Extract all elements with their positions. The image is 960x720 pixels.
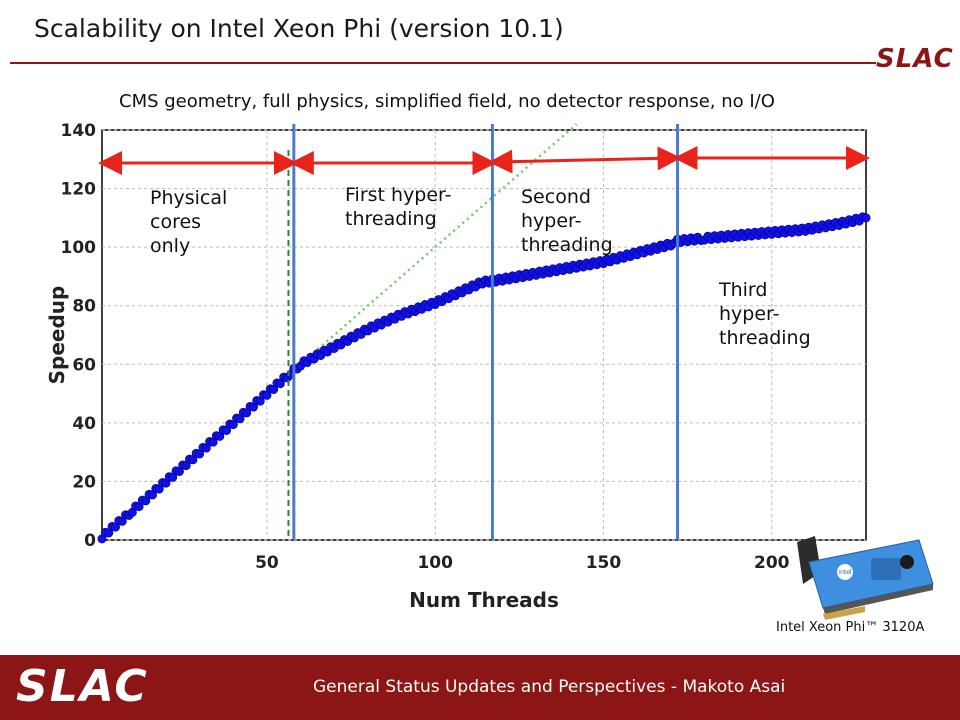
speedup-series bbox=[97, 212, 871, 544]
y-tick-label: 60 bbox=[72, 355, 96, 375]
y-tick-label: 20 bbox=[72, 472, 96, 492]
region-label-line: threading bbox=[521, 234, 613, 256]
y-tick-label: 80 bbox=[72, 297, 96, 317]
region-label-line: only bbox=[150, 235, 190, 257]
y-tick-label: 100 bbox=[61, 238, 97, 258]
region-arrows bbox=[98, 146, 870, 175]
region-label-line: First hyper- bbox=[345, 184, 452, 206]
speedup-chart: 0 20 40 60 80 100 120 140 50 100 150 200 Physical c… bbox=[45, 121, 871, 612]
y-axis-label: Speedup bbox=[45, 286, 69, 385]
plot-background bbox=[101, 129, 867, 541]
data-point bbox=[861, 213, 871, 223]
region-arrow bbox=[488, 146, 682, 174]
svg-text:intel: intel bbox=[838, 569, 852, 576]
slac-logo-footer: SLAC bbox=[16, 661, 149, 712]
y-tick-label: 0 bbox=[84, 531, 96, 551]
intel-logo-icon bbox=[837, 564, 853, 580]
region-label-line: hyper- bbox=[719, 303, 780, 325]
x-tick-label: 50 bbox=[255, 553, 279, 573]
card-caption: Intel Xeon Phi™ 3120A bbox=[776, 620, 925, 635]
grid-lines bbox=[102, 129, 866, 541]
x-tick-label: 200 bbox=[754, 553, 790, 573]
region-label-line: Physical bbox=[150, 187, 227, 209]
xeon-phi-card-image: intel bbox=[797, 536, 934, 620]
region-label-line: threading bbox=[345, 208, 437, 230]
x-axis-label: Num Threads bbox=[409, 588, 559, 612]
chart-subtitle: CMS geometry, full physics, simplified f… bbox=[119, 91, 775, 112]
region-label-line: Third bbox=[718, 279, 767, 301]
footer-bar: SLAC General Status Updates and Perspect… bbox=[0, 655, 960, 720]
region-label-line: hyper- bbox=[521, 210, 582, 232]
region-label: Third hyper-threading bbox=[718, 279, 811, 349]
y-tick-labels: 0 20 40 60 80 100 120 140 bbox=[61, 121, 97, 551]
region-label: Second hyper-threading bbox=[521, 186, 613, 256]
slide-title: Scalability on Intel Xeon Phi (version 1… bbox=[34, 14, 564, 43]
title-divider bbox=[10, 62, 876, 64]
region-label-line: threading bbox=[719, 327, 811, 349]
region-label: First hyper-threading bbox=[345, 184, 452, 230]
x-tick-labels: 50 100 150 200 bbox=[255, 553, 790, 573]
footer-caption: General Status Updates and Perspectives … bbox=[313, 677, 786, 697]
y-tick-label: 40 bbox=[72, 414, 96, 434]
x-tick-label: 150 bbox=[586, 553, 622, 573]
region-label: Physical cores only bbox=[150, 187, 227, 257]
thread-region-dividers bbox=[287, 124, 680, 540]
y-tick-label: 120 bbox=[61, 180, 97, 200]
region-label-line: cores bbox=[150, 211, 201, 233]
slac-logo-top: SLAC bbox=[876, 44, 954, 74]
region-label-line: Second bbox=[521, 186, 591, 208]
x-tick-label: 100 bbox=[417, 553, 453, 573]
y-tick-label: 140 bbox=[61, 121, 97, 141]
